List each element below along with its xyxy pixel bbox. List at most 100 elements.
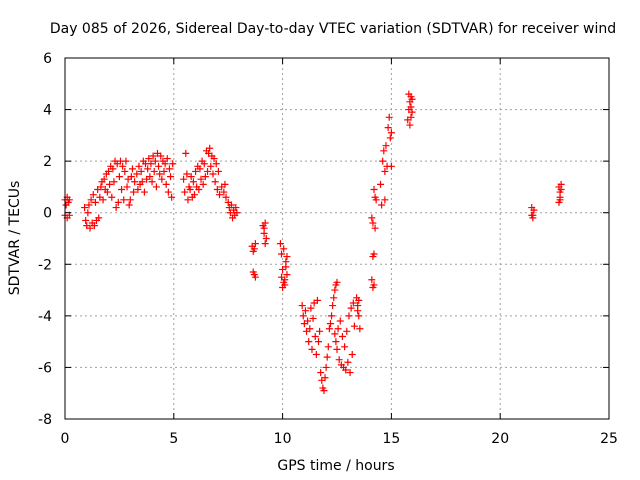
data-point: [407, 113, 415, 121]
data-point: [186, 186, 194, 194]
data-point: [196, 165, 204, 173]
data-point: [106, 180, 114, 188]
data-point: [180, 175, 188, 183]
data-point: [233, 209, 241, 217]
x-tick-label: 5: [169, 431, 178, 447]
data-point: [157, 152, 165, 160]
data-point: [384, 124, 392, 132]
data-point: [378, 201, 386, 209]
data-point: [145, 155, 153, 163]
data-point: [328, 312, 336, 320]
y-tick-label: -8: [38, 412, 52, 428]
data-point: [118, 186, 126, 194]
data-point: [220, 188, 228, 196]
data-point: [215, 191, 223, 199]
data-point: [407, 103, 415, 111]
data-point: [370, 186, 378, 194]
data-point: [140, 188, 148, 196]
data-point: [369, 219, 377, 227]
data-point: [320, 387, 328, 395]
data-point: [232, 204, 240, 212]
data-point: [187, 173, 195, 181]
data-point: [209, 170, 217, 178]
y-axis-label: SDTVAR / TECUs: [7, 181, 23, 296]
data-point: [381, 196, 389, 204]
data-point: [204, 167, 212, 175]
data-point: [127, 173, 135, 181]
data-point: [128, 165, 136, 173]
data-point: [304, 317, 312, 325]
data-point: [213, 186, 221, 194]
data-point: [227, 201, 235, 209]
data-point: [161, 160, 169, 168]
data-points: [61, 90, 565, 395]
data-point: [385, 113, 393, 121]
data-point: [133, 170, 141, 178]
data-point: [222, 193, 230, 201]
data-point: [211, 178, 219, 186]
data-point: [89, 191, 97, 199]
data-point: [280, 278, 288, 286]
data-point: [86, 224, 94, 232]
data-point: [82, 216, 90, 224]
data-point: [408, 108, 416, 116]
data-point: [387, 162, 395, 170]
data-point: [348, 351, 356, 359]
data-point: [160, 167, 168, 175]
data-point: [355, 296, 363, 304]
data-point: [311, 332, 319, 340]
data-point: [321, 374, 329, 382]
data-point: [115, 173, 123, 181]
data-point: [387, 129, 395, 137]
data-point: [91, 198, 99, 206]
data-point: [65, 196, 73, 204]
data-point: [528, 211, 536, 219]
data-point: [341, 343, 349, 351]
data-point: [183, 170, 191, 178]
data-point: [250, 245, 258, 253]
data-point: [354, 307, 362, 315]
data-point: [276, 240, 284, 248]
data-point: [346, 369, 354, 377]
grid-lines: [65, 58, 609, 419]
data-point: [329, 302, 337, 310]
data-point: [84, 209, 92, 217]
data-point: [221, 180, 229, 188]
x-tick-label: 0: [61, 431, 70, 447]
data-point: [201, 173, 209, 181]
data-point: [349, 299, 357, 307]
data-point: [192, 167, 200, 175]
data-point: [282, 263, 290, 271]
data-point: [306, 325, 314, 333]
data-point: [168, 193, 176, 201]
data-point: [370, 281, 378, 289]
data-point: [251, 273, 259, 281]
data-point: [120, 196, 128, 204]
data-point: [305, 338, 313, 346]
data-point: [110, 178, 118, 186]
data-point: [347, 304, 355, 312]
data-point: [134, 186, 142, 194]
data-point: [325, 325, 333, 333]
y-tick-label: 4: [43, 103, 52, 119]
x-tick-label: 15: [382, 431, 400, 447]
data-point: [355, 312, 363, 320]
data-point: [379, 157, 387, 165]
data-point: [334, 325, 342, 333]
data-point: [214, 167, 222, 175]
data-point: [189, 178, 197, 186]
data-point: [278, 273, 286, 281]
data-point: [87, 196, 95, 204]
data-point: [144, 165, 152, 173]
x-tick-label: 10: [274, 431, 292, 447]
data-point: [125, 201, 133, 209]
data-point: [323, 353, 331, 361]
plot-frame: [64, 57, 610, 420]
x-axis-label: GPS time / hours: [277, 458, 394, 474]
y-tick-label: -6: [38, 360, 52, 376]
data-point: [123, 183, 131, 191]
data-point: [283, 271, 291, 279]
data-point: [386, 134, 394, 142]
data-point: [147, 160, 155, 168]
data-point: [152, 183, 160, 191]
